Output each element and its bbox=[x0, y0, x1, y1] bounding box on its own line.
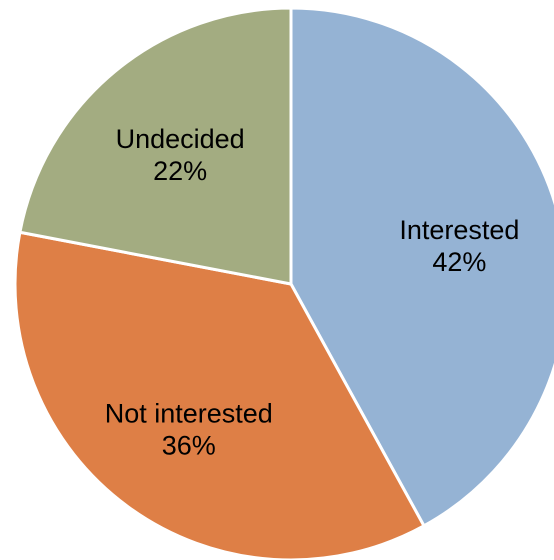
pie-slice-not-interested bbox=[13, 230, 427, 560]
slice-label-undecided: Undecided bbox=[116, 124, 245, 154]
pie-slice-interested bbox=[289, 6, 554, 528]
slice-value-undecided: 22% bbox=[153, 156, 207, 186]
slice-value-interested: 42% bbox=[432, 247, 486, 277]
pie-slice-undecided bbox=[18, 6, 293, 286]
slice-value-not-interested: 36% bbox=[162, 431, 216, 461]
slice-label-interested: Interested bbox=[399, 215, 519, 245]
slice-label-not-interested: Not interested bbox=[105, 399, 273, 429]
slices-layer bbox=[13, 6, 554, 560]
